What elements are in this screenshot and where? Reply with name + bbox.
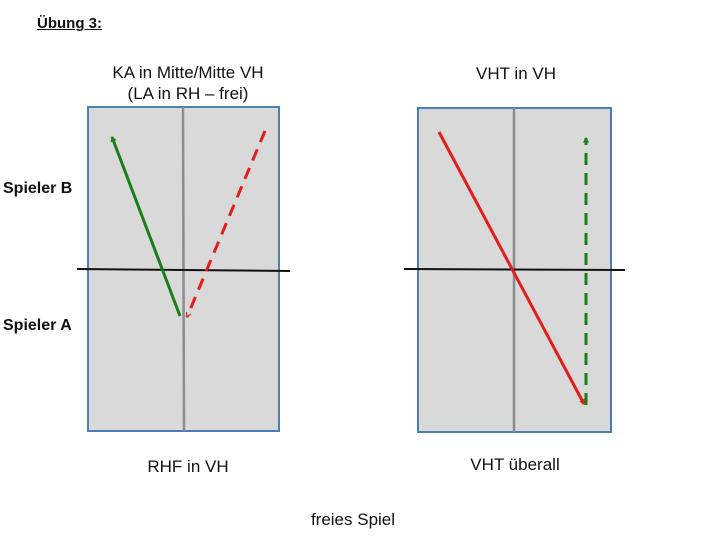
- left-top-label: KA in Mitte/Mitte VH (LA in RH – frei): [88, 62, 288, 104]
- player-b-label: Spieler B: [3, 180, 73, 197]
- right-table-net: [403, 268, 626, 271]
- left-red-dashed-arrow: [185, 130, 267, 317]
- left-table-net: [76, 268, 291, 272]
- right-top-label: VHT in VH: [476, 64, 556, 83]
- left-bottom-label: RHF in VH: [147, 457, 229, 476]
- player-a-label: Spieler A: [3, 317, 72, 334]
- footer-label: freies Spiel: [310, 510, 396, 529]
- left-green-arrow: [110, 137, 182, 317]
- exercise-title: Übung 3:: [37, 15, 102, 32]
- left-top-label-line2: (LA in RH – frei): [127, 84, 249, 103]
- left-top-label-line1: KA in Mitte/Mitte VH: [112, 63, 264, 82]
- right-red-arrow: [437, 131, 586, 404]
- right-table: [403, 107, 626, 433]
- right-bottom-label: VHT überall: [470, 455, 560, 474]
- left-table: [76, 106, 291, 432]
